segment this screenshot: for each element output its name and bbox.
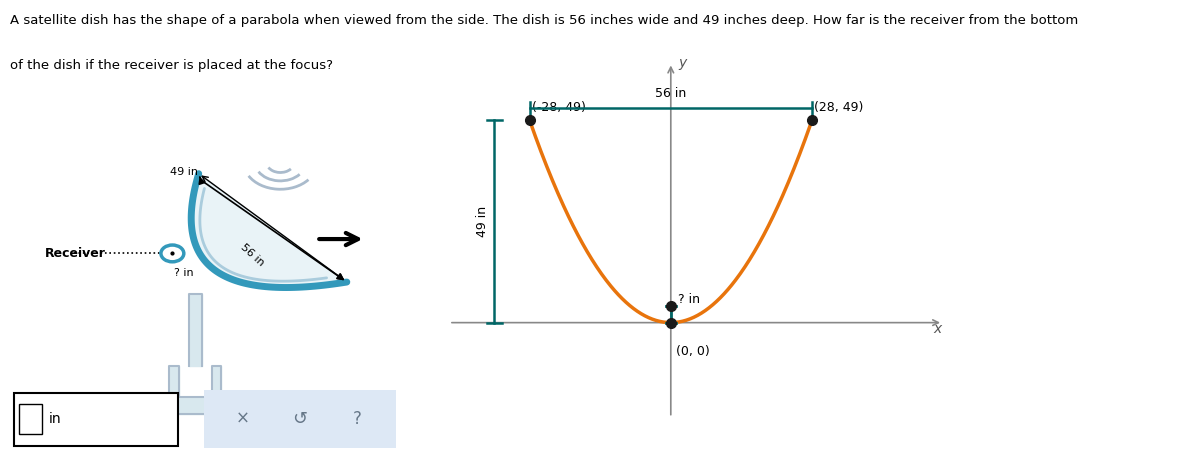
Text: 56 in: 56 in [239, 242, 266, 268]
Text: x: x [932, 322, 941, 336]
Polygon shape [191, 173, 347, 288]
Text: 49 in: 49 in [476, 206, 490, 237]
FancyBboxPatch shape [13, 392, 179, 446]
Text: in: in [49, 412, 61, 426]
Text: ? in: ? in [174, 268, 193, 278]
Text: ↺: ↺ [293, 410, 307, 428]
Text: (0, 0): (0, 0) [676, 345, 709, 358]
Text: of the dish if the receiver is placed at the focus?: of the dish if the receiver is placed at… [10, 59, 332, 72]
FancyBboxPatch shape [19, 404, 42, 434]
Text: A satellite dish has the shape of a parabola when viewed from the side. The dish: A satellite dish has the shape of a para… [10, 14, 1078, 27]
Text: ×: × [235, 410, 250, 428]
Polygon shape [188, 294, 202, 366]
Text: Receiver: Receiver [44, 247, 106, 260]
Text: (28, 49): (28, 49) [815, 101, 864, 114]
FancyBboxPatch shape [202, 388, 398, 450]
Text: ? in: ? in [678, 294, 701, 306]
Text: ?: ? [353, 410, 362, 428]
Text: 49 in: 49 in [170, 167, 198, 177]
Text: 56 in: 56 in [655, 87, 686, 100]
Polygon shape [169, 366, 222, 414]
Text: y: y [678, 56, 686, 70]
Circle shape [161, 245, 184, 262]
Text: (-28, 49): (-28, 49) [532, 101, 586, 114]
